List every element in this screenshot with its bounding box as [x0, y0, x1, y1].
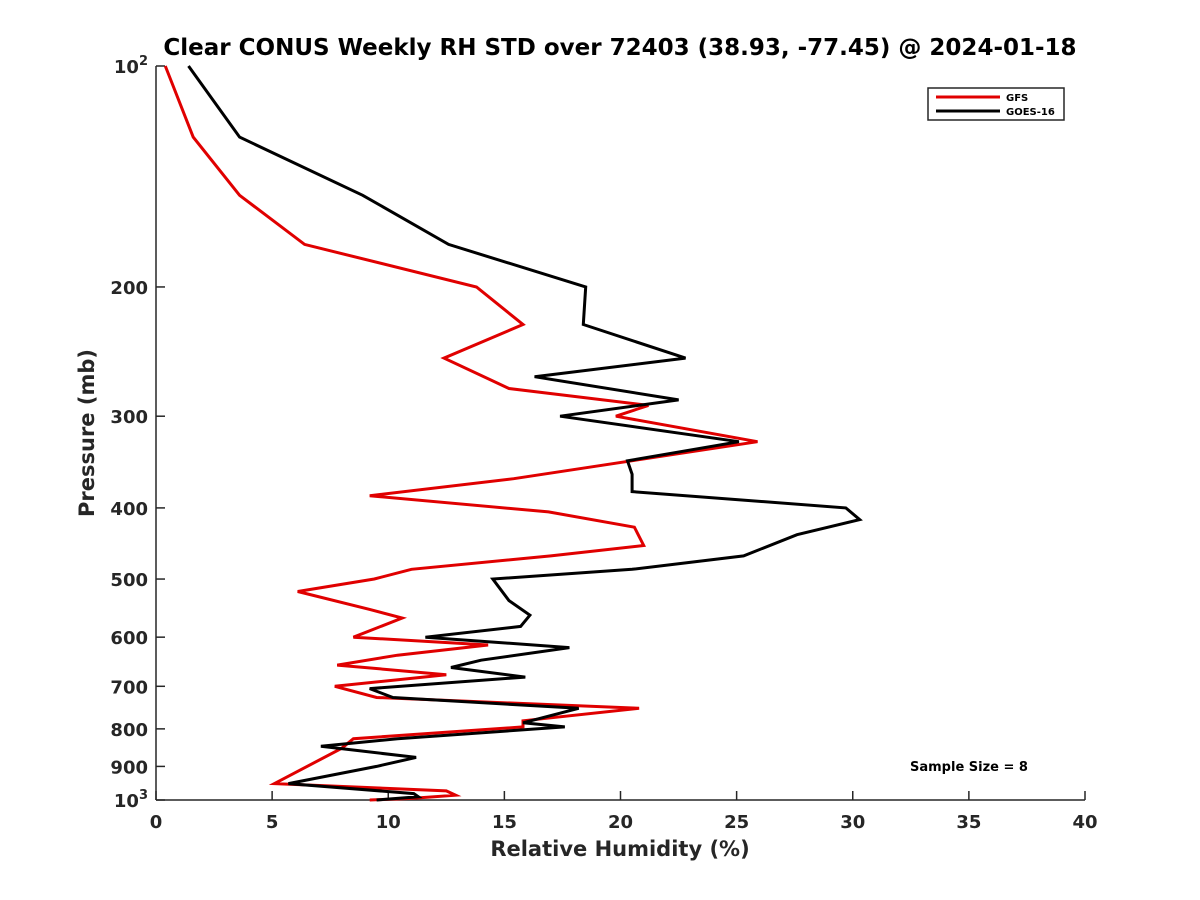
legend-label-goes-16: GOES-16	[1006, 107, 1055, 118]
legend-label-gfs: GFS	[1006, 93, 1028, 104]
y-tick-label: 700	[110, 677, 148, 698]
chart-title: Clear CONUS Weekly RH STD over 72403 (38…	[163, 35, 1076, 61]
x-tick-label: 40	[1072, 812, 1097, 833]
x-tick-label: 15	[492, 812, 517, 833]
y-tick-label: 600	[110, 628, 148, 649]
y-tick-label: 102	[114, 54, 148, 78]
y-tick-label: 800	[110, 720, 148, 741]
sample-size-annotation: Sample Size = 8	[910, 760, 1028, 775]
x-tick-label: 10	[376, 812, 401, 833]
y-tick-label: 300	[110, 407, 148, 428]
series-line-goes-16	[187, 65, 863, 802]
series-layer	[163, 65, 863, 802]
y-axis-label: Pressure (mb)	[75, 349, 99, 517]
x-tick-label: 35	[956, 812, 981, 833]
legend-box	[927, 87, 1065, 121]
x-tick-label: 20	[608, 812, 633, 833]
y-axis: 102 200 300 400 500 600 700 800 900 103	[110, 54, 165, 812]
y-tick-label: 500	[110, 570, 148, 591]
x-tick-label: 30	[840, 812, 865, 833]
y-tick-label: 200	[110, 278, 148, 299]
x-tick-label: 5	[266, 812, 279, 833]
x-tick-label: 0	[150, 812, 163, 833]
legend: GFS GOES-16	[927, 87, 1065, 121]
x-axis: 0 5 10 15 20 25 30 35 40	[150, 791, 1098, 833]
y-tick-label: 400	[110, 499, 148, 520]
y-tick-label: 103	[114, 788, 148, 812]
y-tick-label: 900	[110, 757, 148, 778]
series-line-gfs	[163, 65, 758, 802]
x-tick-label: 25	[724, 812, 749, 833]
x-axis-label: Relative Humidity (%)	[490, 837, 749, 861]
